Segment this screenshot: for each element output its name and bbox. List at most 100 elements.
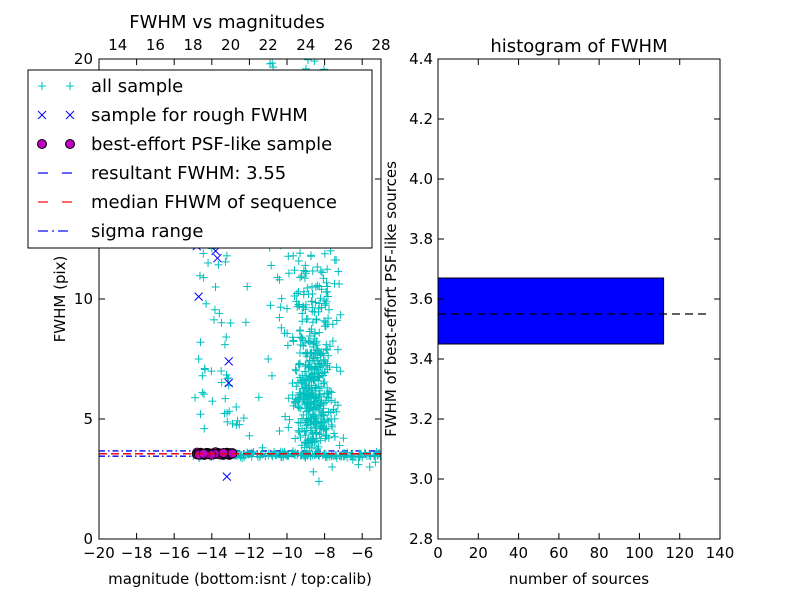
- all-sample-point: [329, 405, 338, 414]
- all-sample-point: [315, 449, 324, 458]
- all-sample-point: [281, 412, 290, 421]
- x-tick-label: −14: [196, 544, 228, 562]
- all-sample-point: [299, 341, 308, 350]
- all-sample-point: [291, 434, 300, 443]
- all-sample-point: [335, 441, 344, 450]
- all-sample-point: [232, 403, 241, 411]
- all-sample-point: [315, 422, 324, 431]
- all-sample-point: [284, 394, 293, 403]
- all-sample-point: [268, 450, 277, 459]
- all-sample-point: [360, 448, 369, 457]
- all-sample-point: [334, 267, 343, 276]
- all-sample-point: [310, 400, 319, 409]
- all-sample-point: [311, 283, 320, 292]
- all-sample-point: [303, 391, 312, 400]
- all-sample-point: [314, 307, 323, 316]
- all-sample-point: [301, 418, 310, 427]
- all-sample-point: [297, 272, 306, 281]
- top-x-tick-label: 18: [183, 36, 202, 54]
- all-sample-point: [294, 256, 303, 265]
- all-sample-point: [284, 451, 293, 460]
- all-sample-point: [289, 337, 298, 346]
- all-sample-point: [295, 326, 304, 335]
- all-sample-point: [328, 422, 337, 431]
- all-sample-point: [324, 314, 333, 323]
- all-sample-point: [314, 477, 323, 486]
- all-sample-point: [284, 423, 293, 432]
- all-sample-point: [302, 421, 311, 430]
- all-sample-point: [214, 260, 223, 269]
- all-sample-point: [294, 287, 303, 296]
- all-sample-point: [222, 333, 231, 342]
- all-sample-point: [327, 388, 336, 397]
- all-sample-point: [307, 424, 316, 433]
- all-sample-point: [324, 394, 333, 403]
- all-sample-point: [365, 451, 374, 460]
- x-tick-label: −12: [234, 544, 266, 562]
- top-x-tick-label: 26: [334, 36, 353, 54]
- all-sample-point: [354, 460, 363, 469]
- y-tick-label: 3.4: [409, 350, 433, 368]
- y-tick-label: 3.2: [409, 410, 433, 428]
- all-sample-point: [323, 287, 332, 296]
- all-sample-point: [295, 403, 304, 412]
- all-sample-point: [294, 426, 303, 435]
- rough-sample-point: [194, 292, 203, 301]
- all-sample-point: [309, 467, 318, 476]
- all-sample-point: [336, 367, 345, 376]
- all-sample-point: [299, 410, 308, 419]
- all-sample-point: [222, 251, 231, 260]
- all-sample-point: [222, 370, 231, 379]
- all-sample-point: [324, 351, 333, 360]
- all-sample-point: [261, 452, 270, 461]
- all-sample-point: [283, 341, 292, 350]
- all-sample-point: [314, 384, 323, 393]
- all-sample-point: [337, 450, 346, 459]
- all-sample-point: [313, 346, 322, 355]
- all-sample-point: [322, 424, 331, 433]
- all-sample-point: [323, 292, 332, 301]
- all-sample-point: [308, 307, 317, 316]
- all-sample-point: [275, 275, 284, 284]
- all-sample-point: [300, 443, 309, 452]
- legend-box: [27, 69, 373, 249]
- all-sample-point: [325, 305, 334, 314]
- x-tick-label: −10: [271, 544, 303, 562]
- all-sample-point: [301, 349, 310, 358]
- all-sample-point: [321, 398, 330, 407]
- all-sample-point: [296, 349, 305, 358]
- all-sample-point: [318, 368, 327, 377]
- all-sample-point: [208, 397, 217, 406]
- all-sample-point: [308, 451, 317, 460]
- x-tick-label: 100: [625, 544, 654, 562]
- y-tick-label: 20: [74, 50, 93, 68]
- legend-label-sigma-range: sigma range: [91, 221, 203, 242]
- all-sample-point: [295, 360, 304, 369]
- all-sample-point: [313, 262, 322, 271]
- all-sample-point: [321, 361, 330, 370]
- all-sample-point: [202, 299, 211, 308]
- right-y-label: FWHM of best-effort PSF-like sources: [382, 161, 400, 437]
- all-sample-point: [285, 415, 294, 424]
- all-sample-point: [298, 309, 307, 318]
- all-sample-point: [328, 320, 337, 329]
- all-sample-point: [308, 266, 317, 275]
- all-sample-point: [306, 252, 315, 261]
- all-sample-point: [291, 365, 300, 374]
- all-sample-point: [306, 349, 315, 358]
- all-sample-point: [304, 336, 313, 345]
- all-sample-point: [335, 279, 344, 288]
- histogram-panel: histogram of FWHM 0 20 40 60 80 100 120 140 2.8…: [382, 36, 734, 588]
- all-sample-point: [314, 418, 323, 427]
- all-sample-point: [330, 429, 338, 438]
- all-sample-point: [275, 313, 284, 322]
- right-title: histogram of FWHM: [490, 36, 667, 57]
- all-sample-point: [328, 463, 337, 471]
- x-tick-label: 40: [509, 544, 528, 562]
- all-sample-point: [191, 393, 200, 402]
- top-x-tick-label: 24: [296, 36, 315, 54]
- all-sample-point: [300, 367, 309, 376]
- all-sample-point: [311, 369, 320, 378]
- all-sample-point: [316, 267, 325, 276]
